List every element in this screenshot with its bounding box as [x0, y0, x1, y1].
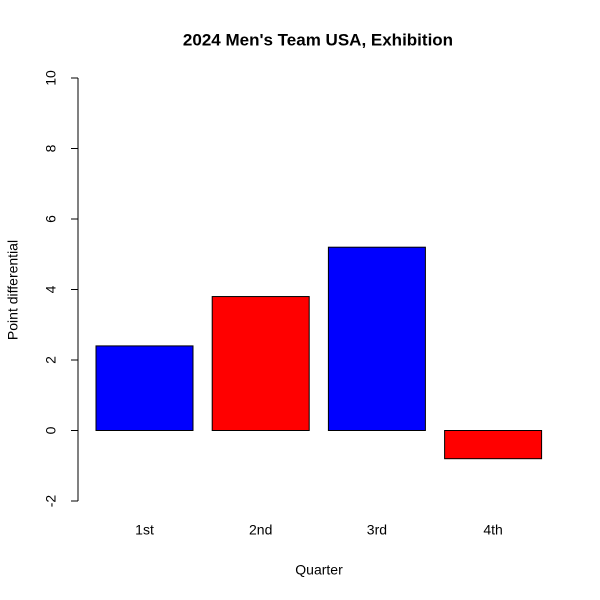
x-axis-label: Quarter: [295, 562, 343, 578]
y-tick-label: -2: [43, 495, 59, 508]
y-axis-label: Point differential: [5, 240, 21, 340]
y-tick-label: 10: [43, 70, 59, 86]
y-tick-label: 8: [43, 144, 59, 152]
chart-title: 2024 Men's Team USA, Exhibition: [183, 30, 453, 49]
y-tick-label: 2: [43, 356, 59, 364]
x-tick-label: 4th: [483, 522, 502, 538]
bar: [327, 246, 426, 431]
bar: [211, 296, 310, 431]
bar: [95, 345, 194, 431]
x-tick-label: 1st: [135, 522, 154, 538]
bar: [444, 430, 543, 460]
y-tick-label: 0: [43, 426, 59, 434]
x-tick-label: 3rd: [367, 522, 387, 538]
x-tick-label: 2nd: [249, 522, 272, 538]
y-tick-label: 6: [43, 215, 59, 223]
y-tick-label: 4: [43, 285, 59, 293]
